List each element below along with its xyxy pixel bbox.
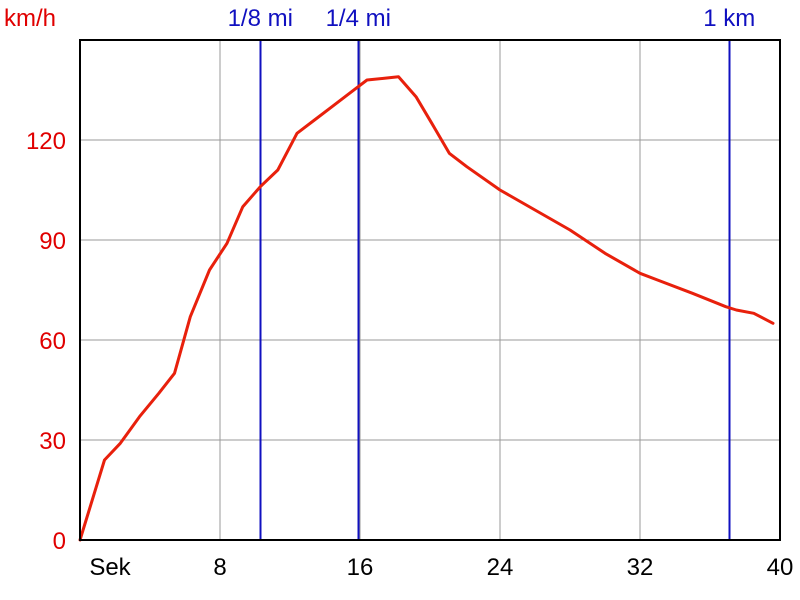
y-tick-label: 90 — [39, 228, 66, 255]
x-tick-label: 40 — [767, 554, 794, 581]
distance-marker-label: 1/8 mi — [228, 5, 293, 32]
y-tick-label: 120 — [26, 128, 66, 155]
series-layer — [78, 75, 775, 542]
x-tick-label: 16 — [347, 554, 374, 581]
distance-marker-label: 1/4 mi — [326, 5, 391, 32]
x-axis-label: Sek — [89, 554, 131, 581]
x-tick-label: 24 — [487, 554, 514, 581]
y-tick-labels: 0 30 60 90 120 — [26, 128, 66, 555]
plot-frame — [79, 39, 781, 541]
distance-markers — [259, 40, 731, 540]
y-tick-label: 60 — [39, 328, 66, 355]
x-tick-labels: 8 16 24 32 40 — [213, 554, 793, 581]
speed-series-line — [78, 75, 775, 542]
distance-marker-labels: 1/8 mi 1/4 mi 1 km — [228, 5, 756, 32]
grid — [80, 40, 780, 540]
distance-marker-label: 1 km — [703, 5, 755, 32]
x-tick-label: 8 — [213, 554, 226, 581]
y-axis-label: km/h — [4, 5, 56, 32]
x-tick-label: 32 — [627, 554, 654, 581]
y-tick-label: 0 — [53, 528, 66, 555]
y-tick-label: 30 — [39, 428, 66, 455]
